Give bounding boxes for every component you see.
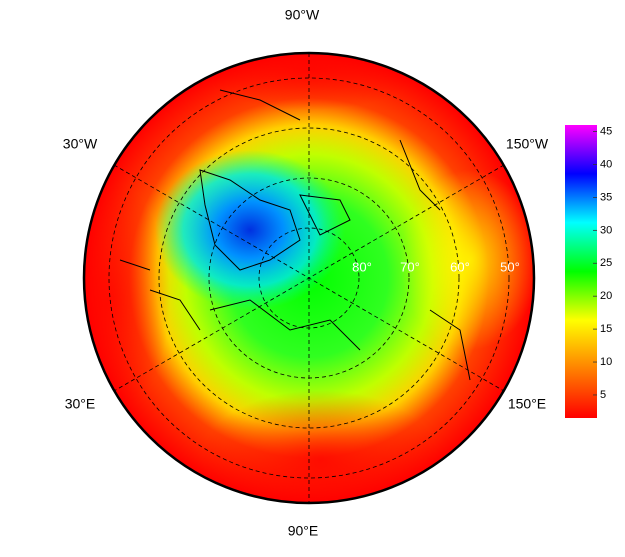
colorbar-tick-label: 40 bbox=[600, 158, 612, 170]
colorbar-tick-label: 5 bbox=[600, 389, 606, 401]
lon-label: 150°W bbox=[506, 136, 549, 152]
lon-label: 150°E bbox=[508, 396, 546, 412]
colorbar-tick-label: 15 bbox=[600, 323, 612, 335]
colorbar-tick-label: 30 bbox=[600, 224, 612, 236]
lon-label: 30°W bbox=[63, 136, 98, 152]
colorbar-tick-label: 10 bbox=[600, 356, 612, 368]
lat-label: 60° bbox=[450, 259, 470, 274]
lat-label: 50° bbox=[500, 259, 520, 274]
map-border bbox=[82, 51, 536, 505]
lon-label: 90°E bbox=[288, 523, 319, 539]
lat-label: 70° bbox=[400, 259, 420, 274]
colorbar-scale bbox=[565, 125, 597, 418]
graticule bbox=[108, 53, 510, 503]
lat-label: 80° bbox=[352, 259, 372, 274]
colorbar-tick-label: 45 bbox=[600, 125, 612, 137]
colorbar-tick-label: 35 bbox=[600, 191, 612, 203]
lon-label: 30°E bbox=[65, 396, 96, 412]
colorbar-tick-label: 25 bbox=[600, 257, 612, 269]
map-field bbox=[84, 53, 534, 503]
colorbar: 5 10 15 20 25 30 35 40 45 bbox=[565, 125, 612, 418]
lon-label: 90°W bbox=[285, 7, 320, 23]
colorbar-tick-label: 20 bbox=[600, 290, 612, 302]
